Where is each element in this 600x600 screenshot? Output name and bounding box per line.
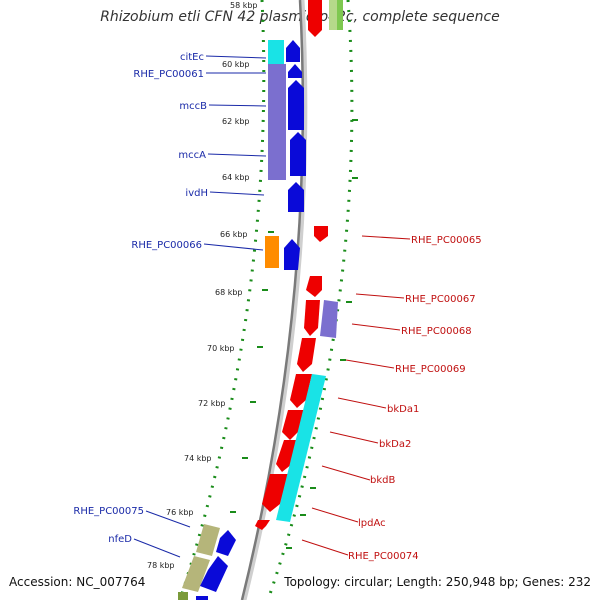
forward-cds-group — [284, 40, 306, 270]
gene-feature[interactable] — [337, 0, 343, 30]
gene-feature[interactable] — [262, 474, 288, 512]
gene-feature[interactable] — [255, 520, 270, 530]
gene-feature[interactable] — [182, 556, 210, 592]
gene-feature[interactable] — [308, 0, 322, 37]
gene-label[interactable]: lpdAc — [358, 518, 386, 529]
gene-feature[interactable] — [284, 239, 300, 270]
kbp-label: 68 kbp — [215, 288, 243, 297]
gene-label[interactable]: citEc — [180, 52, 204, 63]
gene-feature[interactable] — [304, 300, 320, 336]
gene-feature[interactable] — [329, 0, 337, 30]
gene-label[interactable]: ivdH — [185, 188, 208, 199]
gene-feature[interactable] — [288, 64, 302, 78]
backbone-shadow — [241, 0, 308, 600]
gene-feature[interactable] — [286, 40, 300, 62]
kbp-label: 66 kbp — [220, 230, 248, 239]
kbp-label: 78 kbp — [147, 561, 175, 570]
outer-dotted-ring — [266, 0, 354, 600]
gene-feature[interactable] — [290, 132, 306, 176]
gene-feature[interactable] — [297, 338, 316, 372]
kbp-label: 70 kbp — [207, 344, 235, 353]
gene-label[interactable]: RHE_PC00074 — [348, 551, 419, 562]
reverse-cds-group — [255, 226, 328, 530]
gene-feature[interactable] — [320, 300, 338, 338]
kbp-label: 72 kbp — [198, 399, 226, 408]
kbp-label: 76 kbp — [166, 508, 194, 517]
kbp-labels: 58 kbp 60 kbp 62 kbp 64 kbp 66 kbp 68 kb… — [147, 1, 258, 570]
gene-feature[interactable] — [306, 276, 322, 297]
gene-label[interactable]: RHE_PC00068 — [401, 326, 472, 337]
gene-label[interactable]: RHE_PC00061 — [133, 69, 204, 80]
gene-label[interactable]: RHE_PC00075 — [73, 506, 144, 517]
left-callouts — [133, 55, 267, 558]
gene-label[interactable]: bkDa2 — [379, 439, 411, 450]
gene-feature[interactable] — [288, 182, 304, 212]
inner-dotted-ring — [178, 0, 266, 600]
gene-label[interactable]: RHE_PC00066 — [131, 240, 202, 251]
gene-label[interactable]: mccB — [179, 101, 207, 112]
gene-feature[interactable] — [288, 80, 304, 130]
accession-text: Accession: NC_007764 — [9, 575, 146, 589]
gene-feature[interactable] — [268, 64, 286, 180]
gene-feature[interactable] — [290, 374, 312, 408]
kbp-label: 64 kbp — [222, 173, 250, 182]
gene-feature[interactable] — [268, 40, 284, 64]
gene-feature[interactable] — [196, 524, 220, 556]
gene-label[interactable]: mccA — [178, 150, 206, 161]
right-gene-labels: RHE_PC00065 RHE_PC00067 RHE_PC00068 RHE_… — [348, 235, 482, 562]
backbone — [240, 0, 305, 600]
gene-feature[interactable] — [216, 530, 236, 556]
gene-feature[interactable] — [178, 592, 188, 600]
gene-label[interactable]: RHE_PC00069 — [395, 364, 466, 375]
gene-label[interactable]: nfeD — [108, 534, 132, 545]
gene-label[interactable]: bkDa1 — [387, 404, 419, 415]
gene-feature[interactable] — [196, 596, 208, 600]
gene-feature[interactable] — [282, 410, 304, 440]
kbp-label: 62 kbp — [222, 117, 250, 126]
gene-feature[interactable] — [200, 556, 228, 592]
gene-label[interactable]: RHE_PC00067 — [405, 294, 476, 305]
gene-feature[interactable] — [265, 236, 279, 268]
left-gene-labels: citEc RHE_PC00061 mccB mccA ivdH RHE_PC0… — [73, 52, 208, 545]
kbp-label: 60 kbp — [222, 60, 250, 69]
kbp-label: 58 kbp — [230, 1, 258, 10]
gene-label[interactable]: bkdB — [370, 475, 395, 486]
right-callouts — [301, 235, 411, 556]
gene-feature[interactable] — [276, 374, 326, 522]
gene-label[interactable]: RHE_PC00065 — [411, 235, 482, 246]
kbp-label: 74 kbp — [184, 454, 212, 463]
gene-feature[interactable] — [314, 226, 328, 242]
topology-summary: Topology: circular; Length: 250,948 bp; … — [284, 575, 591, 589]
